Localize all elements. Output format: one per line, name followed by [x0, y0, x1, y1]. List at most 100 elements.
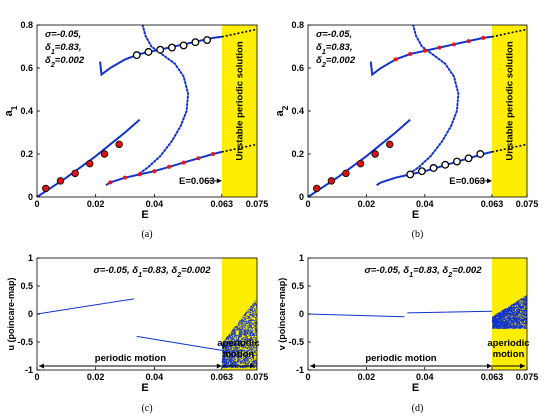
cloud-point: [233, 355, 235, 357]
cloud-point: [524, 327, 526, 329]
unstable-branch-line: [138, 25, 190, 175]
cloud-point: [232, 362, 234, 364]
cloud-point: [522, 298, 524, 300]
cloud-point: [227, 357, 229, 359]
cloud-point: [228, 350, 230, 352]
cloud-point: [245, 342, 247, 344]
cloud-point: [519, 315, 521, 317]
cloud-point: [238, 356, 240, 358]
cloud-point: [249, 357, 251, 359]
cloud-point: [509, 320, 511, 322]
cloud-point: [241, 355, 243, 357]
cloud-point: [244, 362, 246, 364]
cloud-point: [227, 351, 229, 353]
cloud-point: [244, 352, 246, 354]
cloud-point: [253, 360, 255, 362]
cloud-point: [241, 366, 243, 368]
cloud-point: [242, 355, 244, 357]
cloud-point: [225, 346, 227, 348]
cloud-point: [254, 327, 256, 329]
cloud-point: [523, 325, 525, 327]
cloud-point: [255, 339, 257, 341]
cloud-point: [519, 323, 521, 325]
cloud-point: [227, 356, 229, 358]
cloud-point: [227, 366, 229, 368]
cloud-point: [251, 353, 253, 355]
cloud-point: [523, 324, 525, 326]
cloud-point: [524, 319, 526, 321]
cloud-point: [517, 304, 519, 306]
cloud-point: [505, 322, 507, 324]
cloud-point: [255, 329, 257, 331]
cloud-point: [225, 347, 227, 349]
cloud-point: [240, 360, 242, 362]
cloud-point: [505, 323, 507, 325]
cloud-point: [513, 302, 515, 304]
cloud-point: [516, 318, 518, 320]
cloud-point: [248, 346, 250, 348]
cloud-point: [223, 358, 225, 360]
cloud-point: [515, 302, 517, 304]
cloud-point: [224, 358, 226, 360]
cloud-point: [512, 312, 514, 314]
cloud-point: [254, 328, 256, 330]
x-tick-label: 0.075: [516, 372, 539, 382]
cloud-point: [242, 338, 244, 340]
cloud-point: [250, 326, 252, 328]
arrow-head: [520, 363, 525, 369]
cloud-point: [251, 362, 253, 364]
cloud-point: [498, 323, 500, 325]
cloud-point: [507, 322, 509, 324]
cloud-point: [244, 366, 246, 368]
cloud-point: [520, 323, 522, 325]
cloud-point: [523, 299, 525, 301]
cloud-point: [507, 317, 509, 319]
cloud-point: [237, 351, 239, 353]
cloud-point: [249, 314, 251, 316]
region-label-aperiodic: motion: [223, 349, 255, 360]
cloud-point: [517, 300, 519, 302]
cloud-point: [241, 325, 243, 327]
cloud-point: [501, 310, 503, 312]
cloud-point: [511, 322, 513, 324]
cloud-point: [504, 318, 506, 320]
cloud-point: [244, 314, 246, 316]
cloud-point: [252, 332, 254, 334]
cloud-point: [242, 347, 244, 349]
cloud-point: [244, 345, 246, 347]
cloud-point: [516, 303, 518, 305]
cloud-point: [249, 336, 251, 338]
cloud-point: [245, 365, 247, 367]
cloud-point: [250, 350, 252, 352]
cloud-point: [250, 348, 252, 350]
cloud-point: [244, 362, 246, 364]
cloud-point: [510, 323, 512, 325]
cloud-point: [234, 334, 236, 336]
cloud-point: [503, 327, 505, 329]
cloud-point: [226, 354, 228, 356]
cloud-point: [231, 353, 233, 355]
cloud-point: [250, 305, 252, 307]
cloud-point: [224, 355, 226, 357]
cloud-point: [508, 312, 510, 314]
cloud-point: [252, 316, 254, 318]
cloud-point: [243, 324, 245, 326]
cloud-point: [494, 318, 496, 320]
cloud-point: [227, 363, 229, 365]
cloud-point: [230, 334, 232, 336]
cloud-point: [225, 356, 227, 358]
cloud-point: [240, 363, 242, 365]
cloud-point: [254, 346, 256, 348]
cloud-point: [240, 336, 242, 338]
cloud-point: [253, 315, 255, 317]
cloud-point: [245, 340, 247, 342]
cloud-point: [240, 340, 242, 342]
cloud-point: [227, 357, 229, 359]
cloud-point: [243, 334, 245, 336]
cloud-point: [238, 333, 240, 335]
cloud-point: [251, 339, 253, 341]
cloud-point: [238, 330, 240, 332]
cloud-point: [232, 329, 234, 331]
y-axis-label: u (poincare-map): [6, 277, 16, 350]
cloud-point: [228, 362, 230, 364]
